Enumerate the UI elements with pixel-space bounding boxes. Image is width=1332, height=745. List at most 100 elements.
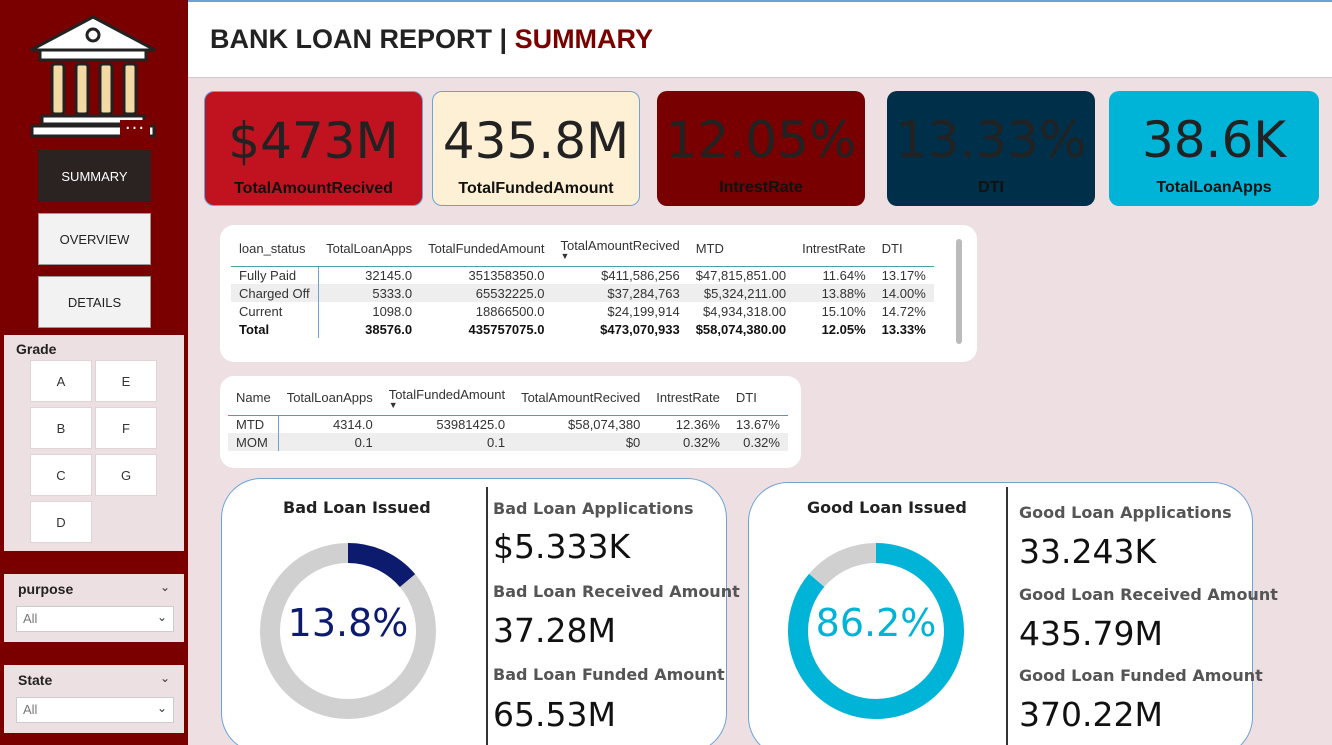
grade-option-c[interactable]: C [30,454,92,496]
table-cell: 0.1 [380,433,514,451]
column-header-sorted[interactable]: TotalFundedAmount ▼ [380,381,514,416]
table-cell: 15.10% [821,303,866,319]
table-row[interactable]: MOM 0.1 0.1 $0 0.32% 0.32% [228,433,788,451]
grade-option-b[interactable]: B [30,407,92,449]
table-scrollbar[interactable] [956,239,962,344]
purpose-slicer-title: purpose [18,581,74,597]
nav-overview-button[interactable]: OVERVIEW [38,213,151,265]
table-cell: MTD [228,415,280,433]
purpose-slicer: purpose ⌄ All ⌄ [4,574,184,642]
bad-loan-funded-value: 65.53M [493,695,616,734]
good-loan-applications-value: 33.243K [1019,532,1157,571]
kpi-label: TotalFundedAmount [458,180,614,197]
sort-descending-icon: ▼ [560,251,570,262]
table-cell: 0.32% [727,433,788,451]
purpose-dropdown[interactable]: All ⌄ [16,606,174,632]
column-header[interactable]: TotalFundedAmount [420,232,553,267]
table-cell: 0.32% [648,433,728,451]
good-loan-received-label: Good Loan Received Amount [1019,585,1278,604]
good-loan-funded-value: 370.22M [1019,695,1163,734]
kpi-total-loan-apps: 38.6K TotalLoanApps [1109,91,1319,206]
grade-slicer-title: Grade [16,341,57,357]
state-dropdown-value: All [23,702,38,717]
column-header[interactable]: loan_status [231,232,319,267]
bad-loan-applications-value: $5.333K [493,527,631,566]
table-cell: Current [231,302,319,320]
table-row[interactable]: MTD 4314.0 53981425.0 $58,074,380 12.36%… [228,415,788,433]
kpi-value: $473M [228,112,399,170]
table-cell: 18866500.0 [475,303,545,319]
loan-status-table: loan_status TotalLoanApps TotalFundedAmo… [231,232,934,338]
chevron-down-icon[interactable]: ⌄ [159,580,170,594]
state-dropdown[interactable]: All ⌄ [16,697,174,723]
mtd-table: Name TotalLoanApps TotalFundedAmount ▼ To… [228,381,788,451]
nav-summary-button[interactable]: SUMMARY [38,150,151,202]
kpi-label: TotalAmountRecived [234,180,393,197]
grade-option-g[interactable]: G [95,454,157,496]
good-loan-received-value: 435.79M [1019,614,1163,653]
column-header-sorted[interactable]: TotalAmountRecived ▼ [552,232,688,267]
loan-status-table-card: loan_status TotalLoanApps TotalFundedAmo… [220,225,977,362]
grade-slicer: Grade A E B F C G D [4,335,184,551]
table-cell: 13.88% [794,284,874,302]
table-cell: 14.72% [881,303,926,319]
grade-option-a[interactable]: A [30,360,92,402]
kpi-label: IntrestRate [719,179,803,196]
table-cell: Fully Paid [231,266,319,284]
page-title-main: BANK LOAN REPORT | [210,24,515,54]
column-header[interactable]: DTI [727,381,788,416]
donut-segment[interactable] [788,543,964,719]
table-cell: 65532225.0 [420,284,553,302]
table-cell: $37,284,763 [552,284,688,302]
table-row[interactable]: Charged Off 5333.0 65532225.0 $37,284,76… [231,284,934,302]
table-cell: 32145.0 [365,267,413,283]
chevron-down-icon[interactable]: ⌄ [156,610,167,624]
bad-loan-received-label: Bad Loan Received Amount [493,582,740,601]
table-total-row: Total 38576.0 435757075.0 $473,070,933 $… [231,320,934,338]
state-slicer: State ⌄ All ⌄ [4,665,184,733]
column-header[interactable]: IntrestRate [794,232,874,267]
column-header-label: TotalFundedAmount [388,387,506,403]
more-options-icon[interactable]: ··· [120,120,150,146]
table-cell: $47,815,851.00 [695,267,787,283]
kpi-label: TotalLoanApps [1156,179,1272,196]
column-header[interactable]: Name [228,381,279,416]
bad-loan-donut[interactable] [258,541,438,721]
kpi-label: DTI [978,179,1004,196]
chevron-down-icon[interactable]: ⌄ [159,671,170,685]
table-cell: 53981425.0 [436,416,506,432]
nav-details-button[interactable]: DETAILS [38,276,151,328]
column-header[interactable]: IntrestRate [648,381,728,416]
grade-option-f[interactable]: F [95,407,157,449]
grade-option-d[interactable]: D [30,501,92,543]
page-title: BANK LOAN REPORT | SUMMARY [210,24,653,55]
table-cell: 1098.0 [372,303,413,319]
table-cell: $58,074,380.00 [695,321,787,337]
table-row[interactable]: Fully Paid 32145.0 351358350.0 $411,586,… [231,266,934,284]
page-title-accent: SUMMARY [514,24,654,54]
table-cell: $411,586,256 [601,267,680,283]
bad-loan-received-value: 37.28M [493,611,616,650]
column-header-label: TotalAmountRecived [560,238,680,254]
good-loan-title: Good Loan Issued [807,498,967,517]
table-cell: 14.00% [873,284,934,302]
kpi-interest-rate: 12.05% IntrestRate [657,91,865,206]
good-loan-donut[interactable] [786,541,966,721]
column-header[interactable]: DTI [873,232,934,267]
table-cell: 13.33% [881,321,926,337]
column-header[interactable]: TotalAmountRecived [513,381,649,416]
good-loan-panel: Good Loan Issued 86.2% Good Loan Applica… [748,482,1278,745]
column-header[interactable]: TotalLoanApps [318,232,421,267]
table-cell: $4,934,318.00 [702,303,787,319]
column-header[interactable]: TotalLoanApps [278,381,381,416]
divider [1006,487,1008,745]
kpi-total-funded-amount: 435.8M TotalFundedAmount [432,91,640,206]
column-header[interactable]: MTD [687,232,795,267]
grade-option-e[interactable]: E [95,360,157,402]
chevron-down-icon[interactable]: ⌄ [156,701,167,715]
table-cell: $5,324,211.00 [687,284,795,302]
donut-segment[interactable] [260,543,436,719]
table-cell: 435757075.0 [468,321,545,337]
table-cell: MOM [228,433,280,451]
table-row[interactable]: Current 1098.0 18866500.0 $24,199,914 $4… [231,302,934,320]
